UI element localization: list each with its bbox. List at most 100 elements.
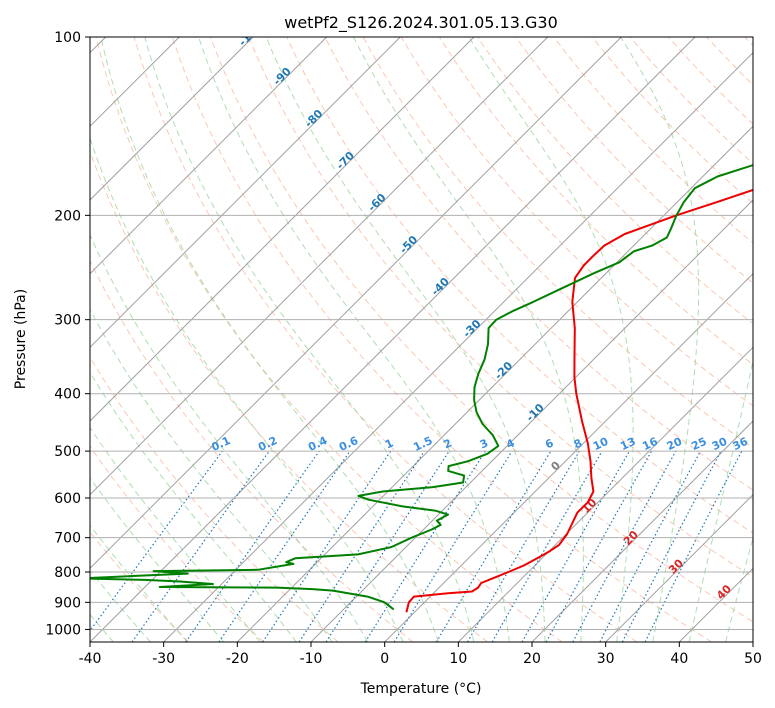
mixing-ratio-label: 2: [442, 436, 454, 451]
x-axis-label: Temperature (°C): [360, 681, 482, 697]
moist-adiabat: [90, 524, 188, 642]
x-axis: -40 -30 -20 -10 0 10 20 30 40 50: [79, 642, 762, 667]
isotherm-label: -40: [429, 275, 452, 298]
y-tick-label: 900: [54, 595, 81, 611]
mixing-ratio-label: 16: [640, 435, 660, 453]
dry-adiabat: [90, 259, 414, 642]
x-tick-label: 20: [523, 651, 541, 667]
moist-adiabat: [100, 37, 439, 642]
isotherm-label: -10: [524, 401, 547, 424]
mixing-ratio-labels: 0.1 0.2 0.4 0.6 1 1.5 2 3 4 6 8 10 13 16 20 25 30 36: [209, 434, 750, 454]
dry-adiabat: [210, 37, 753, 623]
dry-adiabat: [706, 37, 753, 86]
mixing-ratio-label: 36: [731, 435, 751, 453]
y-axis-label: Pressure (hPa): [13, 289, 29, 389]
isotherm: [90, 37, 622, 570]
dry-adiabat: [248, 37, 753, 578]
mixing-ratio-line: [572, 450, 677, 642]
isotherm: [384, 272, 753, 642]
mixing-ratio-line: [185, 450, 320, 642]
isotherm-label: 30: [666, 556, 686, 576]
isotherm: [90, 37, 475, 422]
mixing-ratio-line: [435, 450, 552, 642]
mixing-ratio-line: [545, 450, 653, 642]
isotherm-label: -60: [365, 191, 388, 214]
isotherm: [90, 37, 328, 275]
y-axis: 1000 900 800 700 600 500 400 300 200 100: [45, 30, 90, 638]
isotherm-label: -20: [492, 359, 515, 382]
isotherm: [236, 125, 753, 642]
isotherm-label: -50: [397, 233, 420, 256]
isotherm-label: -100: [236, 20, 265, 49]
mixing-ratio-line: [218, 450, 351, 642]
mixing-ratio-line: [393, 450, 513, 642]
isotherm: [678, 567, 753, 642]
mixing-ratio-line: [298, 450, 425, 642]
y-tick-label: 700: [54, 531, 81, 547]
isotherm: [90, 37, 254, 201]
temperature-profile: [405, 188, 753, 613]
isotherm: [90, 37, 696, 642]
isotherm: [605, 493, 753, 642]
dry-adiabat: [515, 37, 753, 284]
mixing-ratio-line: [262, 450, 392, 642]
mixing-ratio-line: [599, 450, 702, 642]
moist-adiabat: [198, 37, 510, 642]
isotherm-label: 20: [621, 528, 641, 548]
mixing-ratio-label: 25: [689, 435, 708, 453]
x-tick-label: 0: [380, 651, 389, 667]
mixing-ratio-line: [325, 450, 450, 642]
moist-adiabat: [90, 308, 333, 642]
x-tick-label: -20: [226, 651, 249, 667]
y-tick-label: 600: [54, 491, 81, 507]
moist-adiabat: [90, 371, 297, 642]
mixing-ratio-line: [644, 450, 743, 642]
dry-adiabat: [95, 37, 563, 642]
x-tick-label: 30: [597, 651, 615, 667]
y-tick-label: 400: [54, 387, 81, 403]
dry-adiabat: [668, 37, 753, 125]
isotherm-label: -90: [271, 65, 294, 88]
dry-adiabat: [324, 37, 753, 491]
y-tick-label: 300: [54, 313, 81, 329]
dewpoint-profile: [90, 164, 753, 611]
mixing-ratio-line: [521, 450, 631, 642]
moist-adiabat: [90, 477, 225, 642]
isotherm: [310, 199, 753, 642]
x-tick-label: -40: [79, 651, 102, 667]
isotherm: [531, 420, 753, 642]
y-tick-label: 800: [54, 565, 81, 581]
moist-adiabat: [90, 426, 261, 642]
x-tick-label: 50: [744, 651, 762, 667]
mixing-ratio-label: 4: [504, 436, 517, 451]
moist-adiabat: [725, 536, 753, 642]
mixing-ratio-line: [131, 450, 270, 642]
moist-adiabat: [265, 37, 546, 642]
mixing-ratio-label: 20: [665, 435, 685, 453]
moist-adiabat: [90, 136, 404, 642]
mixing-ratio-label: 6: [543, 436, 556, 451]
x-tick-label: 40: [670, 651, 688, 667]
y-tick-label: 200: [54, 208, 81, 224]
dry-adiabat: [90, 150, 488, 642]
isotherm-label: -80: [302, 107, 325, 130]
isotherm-label: -70: [334, 149, 357, 172]
plot-frame: [89, 36, 754, 643]
dry-adiabat: [591, 37, 753, 204]
isotherm: [752, 641, 753, 642]
y-tick-label: 500: [54, 444, 81, 460]
mixing-ratio-line: [364, 450, 486, 642]
dry-adiabat: [90, 356, 339, 642]
isotherm: [457, 346, 753, 642]
moist-adiabat: [353, 37, 584, 642]
dry-adiabat: [171, 37, 712, 642]
moist-adiabat: [90, 233, 369, 642]
moist-adiabat: [688, 358, 753, 642]
isotherm-label: -30: [460, 317, 483, 340]
pressure-grid: [90, 37, 753, 630]
isotherm: [90, 37, 401, 349]
y-tick-label: 1000: [45, 622, 81, 638]
moist-adiabat: [144, 37, 475, 642]
x-tick-label: 10: [449, 651, 467, 667]
